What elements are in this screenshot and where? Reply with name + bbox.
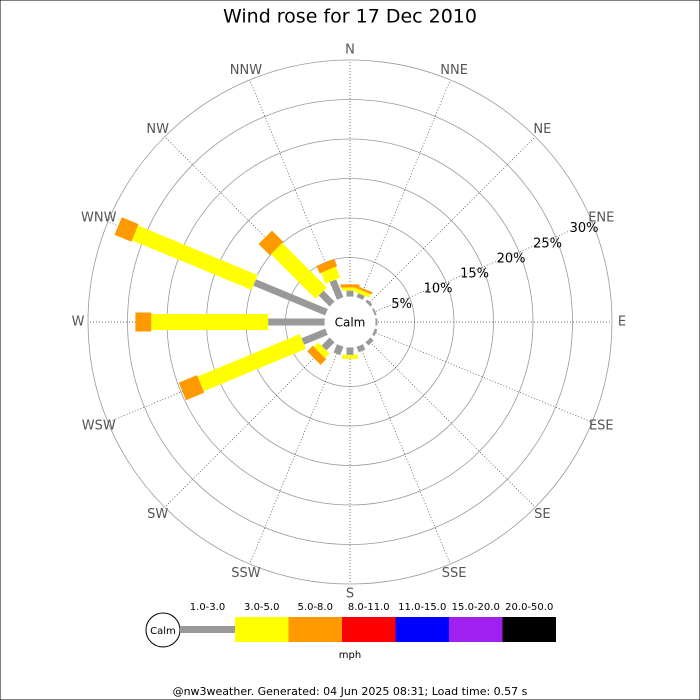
footer: @nw3weather. Generated: 04 Jun 2025 08:3… (173, 685, 528, 698)
direction-label: ESE (589, 419, 614, 434)
bar-segment (371, 328, 378, 337)
bar-segment (365, 337, 374, 346)
ring-label: 25% (533, 236, 562, 251)
bar-segment (307, 345, 327, 365)
spoke (249, 344, 341, 565)
spoke (367, 136, 536, 305)
bar-segment (316, 258, 338, 274)
direction-label: SSE (442, 566, 467, 581)
ring-label: 5% (391, 297, 412, 312)
legend-swatch (449, 617, 503, 642)
legend-calm-label: Calm (150, 626, 176, 637)
spoke (367, 339, 536, 508)
bar-segment (301, 328, 329, 345)
calm-label: Calm (335, 316, 366, 330)
grid-ring (127, 99, 573, 545)
bar-segment (333, 343, 344, 356)
direction-label: SW (147, 507, 168, 522)
direction-label: S (346, 587, 354, 602)
bar-segment (356, 343, 366, 353)
legend-unit: mph (339, 650, 361, 661)
spoke (372, 221, 593, 313)
legend-swatch (342, 617, 396, 642)
spoke (359, 79, 451, 300)
direction-label: E (618, 315, 626, 330)
legend-swatch (288, 617, 342, 642)
bar-segment (178, 375, 205, 401)
bar-segment (354, 285, 373, 295)
ring-label: 20% (497, 251, 526, 266)
bar-segment (365, 299, 373, 307)
direction-label: WSW (82, 419, 116, 434)
legend-label: 11.0-15.0 (398, 602, 446, 613)
legend-label: 8.0-11.0 (348, 602, 390, 613)
bar-segment (131, 225, 258, 290)
direction-label: WNW (81, 210, 117, 225)
legend-swatch (180, 626, 235, 633)
bar-segment (313, 342, 330, 359)
ring-label: 15% (460, 267, 489, 282)
legend-label: 20.0-50.0 (505, 602, 553, 613)
bar-segment (329, 279, 344, 301)
chart-title: Wind rose for 17 Dec 2010 (223, 6, 477, 28)
bar-segment (270, 242, 327, 299)
spoke (372, 331, 593, 423)
bar-segment (321, 337, 335, 351)
legend-swatch (235, 617, 289, 642)
direction-label: N (345, 43, 355, 58)
direction-label: ENE (588, 210, 614, 225)
legend-label: 15.0-20.0 (452, 602, 500, 613)
legend-swatch (502, 617, 556, 642)
ring-label: 30% (570, 221, 599, 236)
direction-label: SE (534, 507, 550, 522)
bar-segment (353, 287, 371, 298)
direction-label: NW (146, 122, 169, 137)
grid-ring (87, 59, 613, 585)
direction-label: NNE (440, 63, 468, 78)
direction-label: SSW (231, 566, 261, 581)
direction-label: NNW (230, 63, 262, 78)
bar-segment (318, 290, 335, 307)
spoke (359, 344, 451, 565)
direction-label: W (72, 315, 85, 330)
bar-segment (114, 217, 139, 242)
bar-segment (253, 279, 329, 316)
legend-swatch (395, 617, 449, 642)
bar-segment (258, 230, 284, 256)
bar-segment (356, 293, 365, 301)
ring-label: 10% (424, 282, 453, 297)
legend-label: 3.0-5.0 (244, 602, 279, 613)
spoke (164, 339, 333, 508)
direction-label: NE (533, 122, 551, 137)
calm-circle (324, 296, 376, 348)
bar-segment (320, 266, 341, 284)
legend-label: 1.0-3.0 (190, 602, 225, 613)
legend-label: 5.0-8.0 (298, 602, 333, 613)
bar-segment (197, 334, 306, 392)
